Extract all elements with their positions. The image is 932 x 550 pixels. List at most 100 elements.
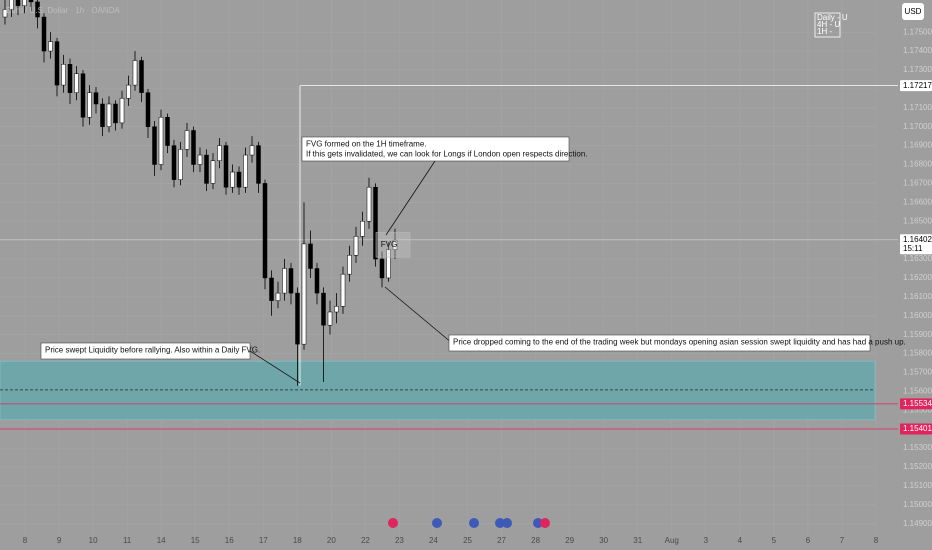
x-tick-label: 22: [361, 536, 370, 545]
candle-body: [301, 243, 307, 345]
y-tick-label: 1.15900: [903, 330, 932, 339]
note-connector: [385, 160, 436, 236]
candle-body: [353, 236, 359, 256]
candle-body: [366, 186, 372, 222]
x-tick-label: 6: [806, 536, 811, 545]
candle-body: [74, 73, 79, 93]
candle-body: [334, 306, 339, 313]
x-tick-label: 8: [23, 536, 28, 545]
candle-body: [126, 84, 131, 99]
y-tick-label: 1.16300: [903, 254, 932, 263]
candle-body: [373, 186, 378, 260]
candle-body: [139, 60, 144, 93]
x-tick-label: 5: [772, 536, 777, 545]
candle-body: [2, 9, 8, 18]
bias-text: Daily - U: [817, 13, 848, 22]
price-label-box: [900, 80, 932, 92]
candle-body: [87, 92, 92, 118]
x-tick-label: 24: [429, 536, 438, 545]
y-tick-label: 1.17000: [903, 122, 932, 131]
x-tick-label: 4: [738, 536, 743, 545]
x-tick-label: 7: [840, 536, 845, 545]
bias-text: 4H - U: [817, 20, 840, 29]
candle-body: [113, 103, 118, 124]
countdown: 15:11: [903, 244, 923, 253]
candle-body: [93, 92, 99, 105]
currency-button[interactable]: [902, 3, 924, 20]
candle-body: [145, 92, 151, 127]
candle-body: [80, 73, 86, 118]
x-tick-label: 8: [874, 536, 879, 545]
candle-body: [165, 116, 170, 146]
candle-body: [262, 183, 268, 279]
candle-body: [243, 154, 248, 188]
y-tick-label: 1.16600: [903, 197, 932, 206]
price-label: 1.17217: [903, 81, 932, 90]
currency[interactable]: USD: [905, 7, 922, 16]
x-tick-label: 30: [599, 536, 608, 545]
note-connector: [249, 350, 301, 384]
y-tick-label: 1.14900: [903, 519, 932, 528]
candle-body: [100, 103, 105, 127]
y-tick-label: 1.15500: [903, 405, 932, 414]
y-tick-label: 1.16000: [903, 311, 932, 320]
candle-body: [340, 273, 346, 307]
overlay: 1.14900 1.15000 1.15100 1.15200 1.15300 1.154…: [23, 13, 932, 545]
bias-text: 1H -: [817, 27, 832, 36]
fvg-label: FVG: [381, 240, 397, 249]
candle-body: [9, 0, 14, 10]
y-tick-label: 1.16500: [903, 216, 932, 225]
y-tick-label: 1.17300: [903, 65, 932, 74]
candle-body: [48, 41, 53, 52]
candle-body: [61, 64, 66, 86]
price-label-box: [900, 234, 932, 255]
candle-body: [178, 149, 183, 180]
x-tick-label: 29: [565, 536, 574, 545]
candle-body: [15, 0, 21, 6]
y-tick-label: 1.15800: [903, 349, 932, 358]
candle-body: [184, 130, 190, 150]
x-tick-label: Aug: [665, 536, 679, 545]
candle-body: [288, 268, 294, 294]
candle-body: [35, 1, 40, 18]
x-tick-label: 20: [327, 536, 336, 545]
candle-body: [28, 0, 34, 3]
note-text: FVG formed on the 1H timeframe.: [306, 140, 427, 149]
candle-body: [152, 126, 157, 165]
candle-body: [347, 255, 352, 275]
candle-body: [249, 145, 255, 156]
x-tick-label: 31: [633, 536, 642, 545]
candle-body: [282, 268, 287, 294]
candle-body: [223, 145, 229, 188]
note-text: If this gets invalidated, we can look fo…: [306, 150, 588, 159]
candle-body: [379, 258, 385, 279]
candle-body: [210, 160, 216, 184]
y-tick-label: 1.15300: [903, 443, 932, 452]
candle-body: [308, 243, 313, 269]
candle-body: [360, 220, 365, 237]
candle-body: [197, 154, 203, 165]
candle-body: [295, 292, 300, 345]
x-tick-label: 11: [123, 536, 132, 545]
candle-body: [392, 239, 398, 250]
candle-body: [256, 145, 261, 184]
candle-body: [158, 116, 164, 165]
note-text: Price dropped coming to the end of the t…: [453, 338, 906, 347]
y-tick-label: 1.16200: [903, 273, 932, 282]
y-tick-label: 1.15100: [903, 481, 932, 490]
y-tick-label: 1.17400: [903, 46, 932, 55]
price-label: 1.15534: [903, 399, 932, 408]
note-box: [40, 342, 251, 360]
symbol: Euro / U.S. Dollar · 1h · OANDA: [6, 6, 120, 15]
price-label: 1.15401: [903, 424, 932, 433]
candle-body: [204, 154, 209, 184]
bias-box: [814, 12, 841, 38]
price-label: 1.16402: [903, 235, 932, 244]
candle-body: [119, 98, 125, 124]
note-connector: [384, 286, 453, 344]
price-label-box: [900, 423, 932, 435]
y-tick-label: 1.15200: [903, 462, 932, 471]
y-tick-label: 1.16700: [903, 179, 932, 188]
